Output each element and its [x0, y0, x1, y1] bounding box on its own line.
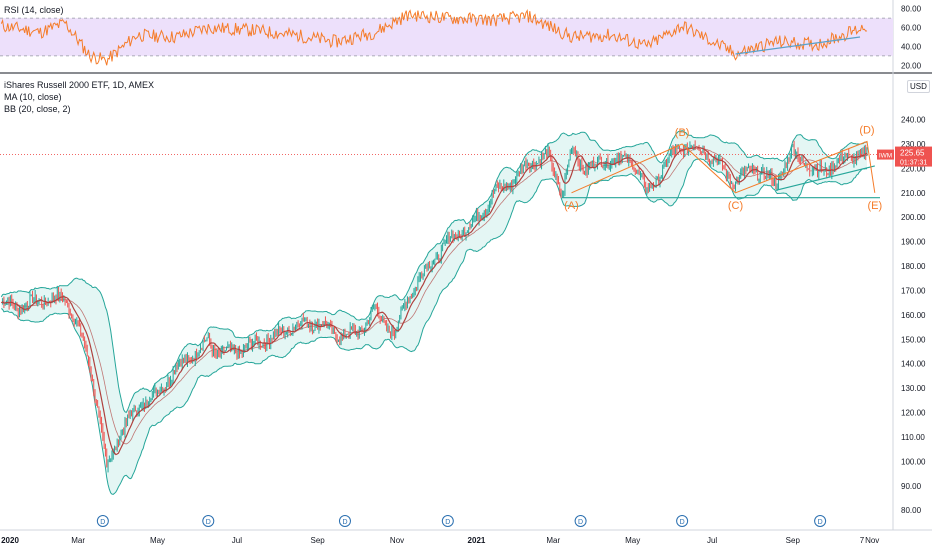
wave-label: (D): [859, 125, 874, 137]
ma-legend: MA (10, close): [4, 92, 62, 102]
time-axis-label: Mar: [71, 536, 85, 545]
price-tag-price: 225.65: [900, 149, 925, 158]
dividend-letter: D: [100, 519, 105, 526]
rsi-tick-label: 40.00: [901, 42, 922, 51]
price-tick-label: 150.00: [901, 335, 926, 344]
dividend-marker[interactable]: D: [814, 515, 827, 527]
dividend-letter: D: [342, 519, 347, 526]
dividend-letter: D: [680, 519, 685, 526]
price-tick-label: 170.00: [901, 286, 926, 295]
time-axis-label: Jul: [232, 536, 242, 545]
price-axis-ticks: 240.00 230.00 220.00 210.00 200.00 190.00 180.…: [901, 116, 926, 516]
dividend-letter: D: [578, 519, 583, 526]
price-tick-label: 80.00: [901, 506, 922, 515]
dividend-marker[interactable]: D: [202, 515, 215, 527]
price-tick-label: 200.00: [901, 213, 926, 222]
time-axis-label: Mar: [546, 536, 560, 545]
wave-label: (E): [867, 200, 882, 212]
price-tag-time: 01:37:31: [900, 160, 927, 167]
rsi-line: [0, 9, 868, 66]
wave-label: (B): [675, 127, 690, 139]
time-axis-label: Nov: [865, 536, 879, 545]
dividend-circle: [441, 515, 454, 527]
dividend-circle: [202, 515, 215, 527]
wave-labels: (A) (B) (C) (D) (E): [564, 125, 882, 212]
dividend-letter: D: [818, 519, 823, 526]
price-tick-label: 240.00: [901, 116, 926, 125]
price-tick-label: 110.00: [901, 433, 925, 442]
price-tick-label: 190.00: [901, 238, 926, 247]
time-axis-label: 2021: [468, 536, 486, 545]
bollinger-lower-band: [1, 158, 868, 495]
rsi-tick-label: 60.00: [901, 24, 922, 33]
dividend-marker[interactable]: D: [676, 515, 689, 527]
price-tick-label: 140.00: [901, 360, 926, 369]
symbol-title: iShares Russell 2000 ETF, 1D, AMEX: [4, 80, 155, 90]
dividend-circle: [676, 515, 689, 527]
price-legend[interactable]: iShares Russell 2000 ETF, 1D, AMEX MA (1…: [4, 79, 154, 115]
symbol-tag-text: IWM: [879, 153, 892, 160]
bollinger-middle-band: [1, 147, 868, 445]
rsi-axis-ticks: 80.00 60.00 40.00 20.00: [901, 5, 922, 71]
time-axis-label: Jul: [707, 536, 717, 545]
rsi-legend[interactable]: RSI (14, close): [4, 5, 64, 15]
dividend-circle: [96, 515, 109, 527]
price-tick-label: 90.00: [901, 482, 922, 491]
rsi-band-fill: [0, 18, 893, 56]
price-tick-label: 120.00: [901, 409, 926, 418]
dividend-marker[interactable]: D: [96, 515, 109, 527]
rsi-tick-label: 20.00: [901, 61, 922, 70]
dividend-circle: [574, 515, 587, 527]
bollinger-band-fill: [1, 130, 868, 495]
currency-badge[interactable]: USD: [907, 80, 930, 93]
dividend-circle: [814, 515, 827, 527]
panel-frame: [0, 0, 932, 531]
time-axis-label: May: [150, 536, 165, 545]
price-tick-label: 230.00: [901, 140, 926, 149]
rsi-trendline[interactable]: [735, 36, 861, 55]
dividend-marker[interactable]: D: [574, 515, 587, 527]
price-tick-label: 210.00: [901, 189, 926, 198]
dividend-marker[interactable]: D: [441, 515, 454, 527]
rsi-tick-label: 80.00: [901, 5, 922, 14]
dividend-letter: D: [206, 519, 211, 526]
rsi-legend-label: RSI (14, close): [4, 5, 64, 15]
time-axis-label: Nov: [390, 536, 404, 545]
dividend-circle: [338, 515, 351, 527]
dividend-marker[interactable]: D: [338, 515, 351, 527]
dividend-letter: D: [445, 519, 450, 526]
time-axis-label: Sep: [311, 536, 326, 545]
wave-label: (C): [728, 200, 743, 212]
symbol-tag-bg: [877, 149, 894, 160]
price-tick-label: 220.00: [901, 164, 926, 173]
price-panel[interactable]: (A) (B) (C) (D) (E) D D D D D D D 240.00 230.00 220.…: [0, 116, 932, 527]
bb-legend: BB (20, close, 2): [4, 104, 71, 114]
price-tick-label: 180.00: [901, 262, 926, 271]
time-axis-label: Sep: [786, 536, 801, 545]
wave-label: (A): [564, 200, 579, 212]
time-axis-label: 2020: [1, 536, 19, 545]
rising-trendline[interactable]: [775, 165, 875, 191]
time-axis-label: 7: [860, 536, 865, 545]
price-tick-label: 100.00: [901, 457, 926, 466]
moving-average-line: [0, 146, 868, 456]
price-tag-bg: [895, 146, 932, 167]
bollinger-upper-band: [0, 130, 868, 414]
price-tick-label: 130.00: [901, 384, 926, 393]
wave-pattern-path[interactable]: [571, 140, 876, 194]
price-tick-label: 160.00: [901, 311, 926, 320]
rsi-panel[interactable]: 80.00 60.00 40.00 20.00: [0, 5, 922, 71]
time-axis-label: May: [625, 536, 640, 545]
price-tag: IWM 225.65 01:37:31: [877, 146, 932, 167]
